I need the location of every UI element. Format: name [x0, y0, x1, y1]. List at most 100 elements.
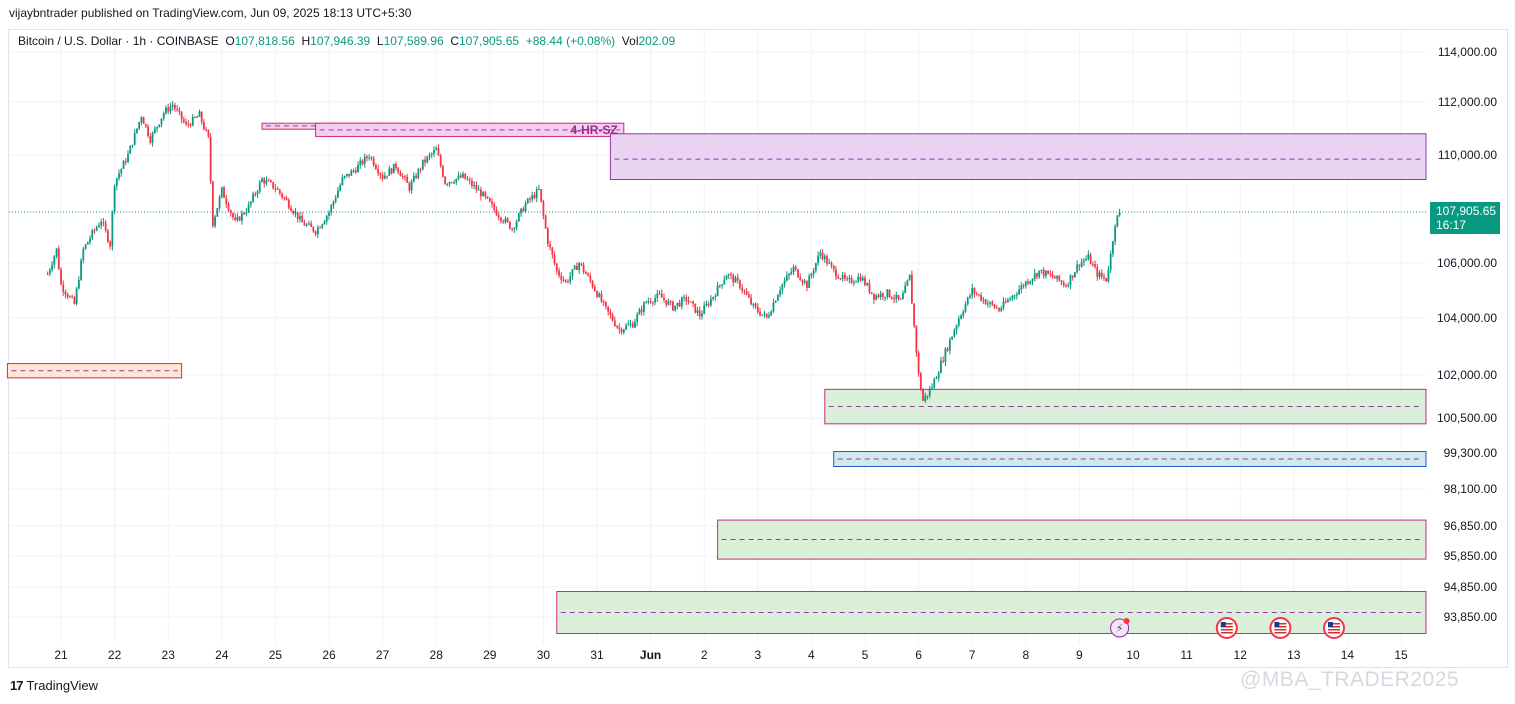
candle-body — [64, 291, 67, 295]
candle-body — [354, 170, 357, 173]
candle-body — [272, 181, 275, 189]
candle-body — [158, 124, 161, 127]
candle-body — [196, 116, 199, 118]
candle-body — [627, 324, 630, 326]
candle-body — [1031, 278, 1034, 282]
candle-body — [383, 175, 386, 179]
candle-body — [886, 289, 889, 297]
candle-body — [859, 276, 862, 281]
candle-body — [294, 212, 297, 214]
candle-body — [203, 122, 205, 130]
candle-body — [323, 221, 326, 225]
candle-body — [1078, 264, 1081, 267]
candle-body — [48, 269, 51, 275]
events[interactable]: ⚡ — [1110, 617, 1345, 639]
candle-body — [542, 201, 545, 216]
chart-pane[interactable] — [8, 29, 1508, 668]
flag-stripe — [1220, 632, 1233, 634]
candle-body — [191, 116, 194, 126]
price-axis-label: 100,500.00 — [1437, 411, 1497, 425]
candle-body — [821, 252, 824, 260]
candle-body — [258, 182, 261, 192]
candle-body — [404, 176, 406, 178]
candle-body — [917, 352, 920, 374]
candle-body — [1015, 294, 1018, 296]
tradingview-logo-icon: 17 — [10, 678, 24, 693]
candle-body — [66, 294, 69, 298]
candle-body — [888, 289, 891, 298]
candle-body — [524, 203, 527, 212]
candle-body — [998, 308, 1000, 311]
candle-body — [582, 264, 585, 272]
candle-body — [676, 302, 679, 306]
candle-body — [567, 281, 569, 283]
candle-body — [725, 275, 728, 280]
candle-body — [808, 276, 811, 288]
candle-body — [881, 293, 884, 298]
candle-body — [53, 256, 56, 265]
candle-body — [790, 271, 793, 274]
flag-canton — [1220, 622, 1226, 627]
candle-body — [1065, 285, 1067, 287]
candle-body — [955, 325, 958, 331]
candle-body — [468, 179, 471, 181]
candle-body — [852, 282, 855, 284]
candle-body — [799, 277, 802, 281]
candle-body — [933, 379, 936, 388]
time-axis-label: 10 — [1126, 648, 1140, 662]
candle-body — [551, 247, 554, 255]
tradingview-logo[interactable]: 17 TradingView — [10, 678, 98, 693]
tradingview-logo-text: TradingView — [26, 678, 99, 693]
candle-body — [895, 294, 898, 300]
candle-body — [73, 297, 76, 304]
bar-countdown: 16:17 — [1436, 218, 1467, 232]
candle-body — [457, 175, 460, 179]
candle-body — [937, 373, 940, 379]
candle-body — [187, 123, 190, 125]
candle-body — [243, 213, 246, 215]
candle-body — [861, 277, 864, 281]
candle-body — [1056, 275, 1058, 279]
candle-body — [768, 315, 770, 318]
candle-body — [1033, 273, 1036, 279]
candle-body — [60, 269, 62, 285]
candle-body — [379, 173, 382, 176]
candle-body — [946, 348, 949, 351]
time-axis-label: 4 — [808, 648, 815, 662]
candle-body — [928, 388, 931, 396]
candle-body — [978, 294, 980, 296]
flag-stripe — [1328, 629, 1340, 631]
candle-body — [716, 285, 719, 297]
candle-body — [339, 184, 342, 191]
time-axis-label: 21 — [54, 648, 68, 662]
candle-body — [232, 213, 234, 218]
candle-body — [1036, 273, 1038, 277]
candle-body — [142, 117, 145, 124]
candle-body — [640, 309, 643, 312]
candle-body — [906, 280, 909, 286]
candle-body — [672, 301, 674, 311]
symbol-legend: Bitcoin / U.S. Dollar · 1h · COINBASE O1… — [18, 34, 675, 48]
candle-body — [960, 315, 962, 319]
time-axis-label: 2 — [701, 648, 708, 662]
candle-body — [600, 293, 603, 302]
candle-body — [884, 296, 886, 298]
time-axis[interactable]: 21 22 23 24 25 26 27 28 29 30 31 Jun 2 3 4 5 6 7 8 9 10 11 12 1… — [54, 648, 1408, 662]
time-axis-label: 26 — [322, 648, 336, 662]
candle-body — [1002, 301, 1005, 309]
candle-body — [812, 270, 815, 275]
candle-body — [464, 173, 467, 179]
price-axis[interactable]: 114,000.00 112,000.00 110,000.00 106,000.00… — [1437, 45, 1497, 624]
candle-body — [533, 195, 536, 198]
candle-body — [931, 387, 933, 389]
candle-body — [1107, 269, 1110, 282]
candle-body — [165, 107, 167, 114]
vol-label: Vol — [621, 34, 639, 48]
candle-body — [444, 176, 447, 185]
candle-body — [220, 187, 223, 197]
candle-body — [710, 298, 712, 306]
candle-body — [844, 274, 846, 279]
candle-body — [227, 204, 230, 211]
price-axis-label: 93,850.00 — [1444, 610, 1498, 624]
